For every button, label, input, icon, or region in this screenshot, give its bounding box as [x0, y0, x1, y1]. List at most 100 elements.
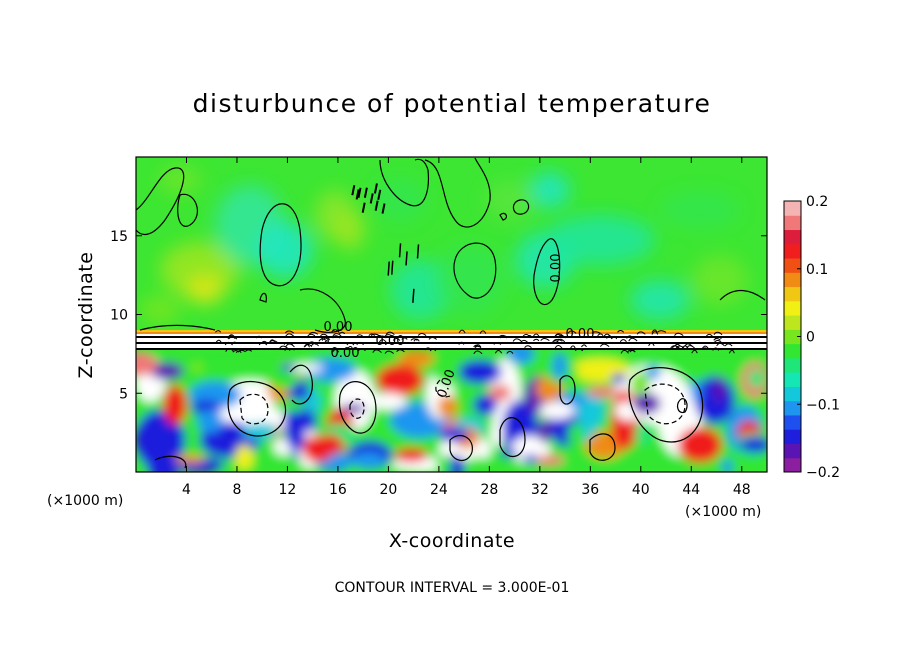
- field-blob: [398, 350, 435, 367]
- band-stripe: [136, 344, 767, 348]
- band-contour: [458, 329, 466, 334]
- band-contour: [368, 333, 375, 337]
- field-blob: [485, 180, 535, 220]
- field-blob: [568, 422, 584, 448]
- band-contour: [557, 334, 566, 339]
- band-contour: [610, 335, 618, 340]
- band-contour: [493, 342, 502, 345]
- band-contour: [713, 340, 723, 344]
- upper-field: [140, 166, 748, 324]
- band-contour: [532, 333, 540, 338]
- field-blob: [302, 435, 334, 463]
- band-contour: [347, 346, 354, 350]
- field-blob: [197, 409, 223, 434]
- band-contour: [597, 333, 604, 337]
- x-tick-label: 8: [232, 482, 241, 498]
- x-unit-right: (×1000 m): [685, 504, 761, 520]
- band-contour: [215, 339, 222, 343]
- band-stripe: [136, 348, 767, 350]
- band-contour: [619, 339, 627, 343]
- contour-line: [512, 199, 530, 215]
- x-tick-label: 40: [632, 482, 650, 498]
- band-contour: [231, 341, 238, 345]
- contour-line: [338, 381, 377, 434]
- field-blob: [136, 410, 185, 470]
- colorbar-segment: [784, 315, 801, 330]
- field-blob: [158, 166, 202, 194]
- field-blob: [149, 362, 184, 380]
- x-axis: 4 8 12 16 20 24 28 32 36 40 44 48: [182, 157, 751, 498]
- contour-line: [499, 417, 526, 457]
- band-contour: [255, 335, 262, 339]
- band-contour: [603, 333, 611, 337]
- field-blob: [140, 296, 180, 324]
- contour-line: [259, 203, 302, 287]
- colorbar-segment: [784, 286, 801, 302]
- contour-line-negative: [349, 398, 365, 419]
- band-contour: [551, 341, 559, 345]
- band-contour: [278, 345, 289, 350]
- contour-line: [299, 288, 346, 333]
- colorbar-segment: [784, 357, 801, 373]
- band-contour: [428, 337, 437, 340]
- band-contour: [429, 348, 437, 352]
- band-contour: [232, 350, 240, 353]
- band-contour: [714, 336, 722, 339]
- field-blob: [434, 363, 460, 386]
- field-blob: [522, 454, 539, 464]
- band-contour: [417, 333, 427, 336]
- contour-line: [424, 157, 491, 228]
- contour-line: [719, 290, 766, 301]
- band-contour: [228, 336, 238, 340]
- contour-fragment: [351, 184, 356, 196]
- band-contour: [473, 344, 480, 348]
- band-contour: [556, 338, 566, 343]
- field-blob: [242, 422, 279, 440]
- contour-fragment: [412, 288, 415, 303]
- field-blob: [390, 260, 450, 320]
- band-contour: [499, 335, 508, 339]
- field-blob: [739, 437, 767, 453]
- field-blob: [147, 456, 180, 472]
- x-unit-left: (×1000 m): [47, 493, 123, 509]
- band-contour: [494, 349, 503, 354]
- field-blob: [257, 222, 313, 278]
- colorbar-tick-label: −0.1: [806, 397, 840, 413]
- contour-fragment: [373, 183, 378, 194]
- field-blob: [660, 192, 740, 228]
- contour-line: [533, 238, 561, 306]
- band-contour: [285, 333, 295, 337]
- field-blob: [535, 455, 565, 466]
- band-contour: [307, 341, 317, 345]
- band-contour: [346, 342, 355, 346]
- band-contour: [691, 349, 698, 354]
- band-contour: [526, 335, 533, 339]
- band-contour: [712, 347, 720, 351]
- x-tick-label: 32: [531, 482, 549, 498]
- band-contour: [320, 333, 328, 337]
- band-contour: [569, 345, 576, 349]
- x-tick-label: 28: [480, 482, 498, 498]
- band-contour: [396, 349, 405, 353]
- field-blob: [611, 373, 626, 384]
- band-contour: [384, 350, 394, 354]
- band-contour: [629, 349, 636, 353]
- band-contour: [284, 330, 295, 334]
- band-contour: [338, 331, 346, 335]
- band-contour: [713, 331, 723, 336]
- contour-fragment: [355, 189, 360, 200]
- field-blob: [630, 371, 650, 397]
- band-contour: [288, 348, 295, 351]
- band-contour: [651, 331, 659, 335]
- colorbar-segment: [784, 429, 801, 444]
- contour-fragment: [416, 244, 420, 259]
- band-contour: [713, 338, 721, 341]
- x-axis-title: X-coordinate: [389, 530, 515, 552]
- contour-label: 0.00: [331, 346, 360, 361]
- contour-fragment: [391, 260, 394, 275]
- band-contour: [385, 331, 395, 335]
- y-tick-label: 10: [110, 308, 128, 324]
- contour-fragment: [377, 189, 382, 200]
- band-contour: [701, 345, 709, 350]
- lower-field: [136, 343, 767, 472]
